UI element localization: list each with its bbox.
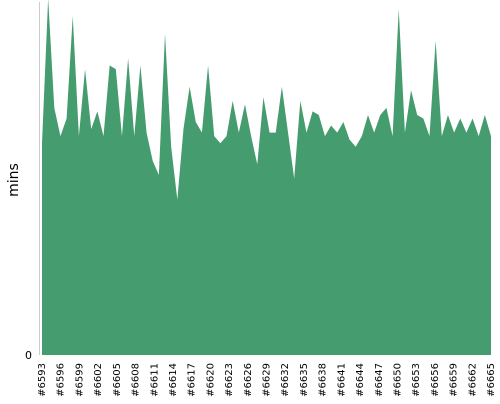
x-tick-label: #6638 <box>318 363 329 397</box>
x-tick-label: #6605 <box>112 363 123 397</box>
x-tick-label: #6635 <box>299 363 310 397</box>
x-tick-label: #6632 <box>280 363 291 397</box>
y-tick-label: 0 <box>25 349 32 362</box>
x-tick-label: #6596 <box>56 363 67 397</box>
x-tick-label: #6644 <box>355 363 366 397</box>
x-tick-label: #6593 <box>37 363 48 397</box>
x-tick-label: #6647 <box>374 363 385 397</box>
y-axis-label: mins <box>6 163 22 197</box>
x-tick-label: #6623 <box>224 363 235 397</box>
x-tick-label: #6653 <box>411 363 422 397</box>
x-tick-label: #6620 <box>205 363 216 397</box>
x-tick-label: #6659 <box>449 363 460 397</box>
x-tick-label: #6650 <box>392 363 403 397</box>
x-tick-label: #6608 <box>131 363 142 397</box>
x-tick-label: #6617 <box>187 363 198 397</box>
x-tick-label: #6602 <box>93 363 104 397</box>
x-tick-label: #6599 <box>74 363 85 397</box>
x-tick-label: #6665 <box>486 363 497 397</box>
x-tick-label: #6626 <box>243 363 254 397</box>
x-tick-label: #6656 <box>430 363 441 397</box>
x-tick-label: #6629 <box>262 363 273 397</box>
x-tick-label: #6611 <box>149 363 160 397</box>
x-tick-label: #6662 <box>467 363 478 397</box>
x-tick-label: #6614 <box>168 363 179 397</box>
x-tick-label: #6641 <box>336 363 347 397</box>
series-area <box>42 0 491 355</box>
